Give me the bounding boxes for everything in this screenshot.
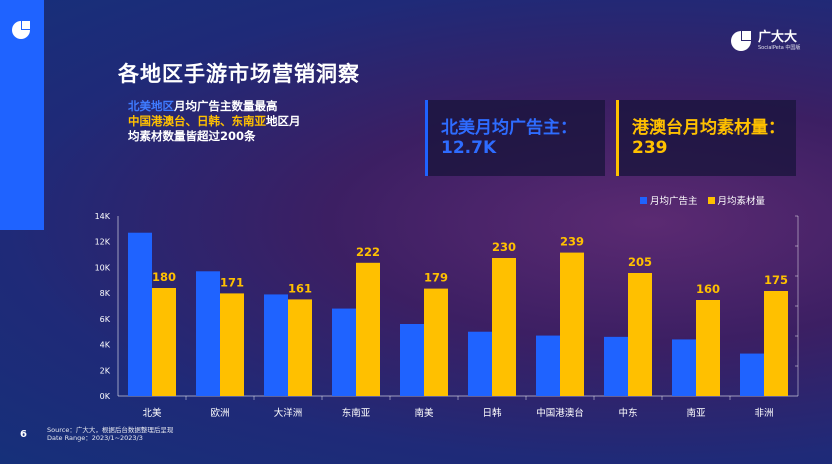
brand-logo: 广大大 SocialPeta 中国版 xyxy=(730,30,800,52)
bar-creatives xyxy=(492,258,516,396)
bar-creatives xyxy=(628,273,652,396)
intro-highlight: 北美地区 xyxy=(128,99,174,113)
y-tick-label: 12K xyxy=(95,238,111,247)
page-number: 6 xyxy=(20,429,27,440)
stat-card-creatives: 港澳台月均素材量： 239 xyxy=(616,100,796,176)
data-label-creatives: 180 xyxy=(152,270,176,284)
bar-advertisers xyxy=(468,331,492,396)
bar-advertisers xyxy=(264,294,288,396)
x-category-label: 日韩 xyxy=(482,407,502,419)
intro-text-part: 均素材数量皆超过200条 xyxy=(128,129,256,143)
bar-creatives xyxy=(152,288,176,396)
data-label-creatives: 160 xyxy=(696,282,720,296)
data-label-creatives: 205 xyxy=(628,255,652,269)
bar-advertisers xyxy=(604,336,628,396)
bar-creatives xyxy=(764,291,788,396)
stat-value: 239 xyxy=(632,138,668,158)
bar-advertisers xyxy=(536,335,560,396)
side-accent-bar xyxy=(0,0,44,230)
intro-text-part: 月均广告主数量最高 xyxy=(174,99,278,113)
bar-creatives xyxy=(220,293,244,396)
x-category-label: 中国港澳台 xyxy=(536,407,584,419)
legend-label: 月均广告主 xyxy=(650,196,698,207)
data-label-creatives: 161 xyxy=(288,281,312,295)
data-label-creatives: 230 xyxy=(492,240,516,254)
data-label-creatives: 222 xyxy=(356,245,380,259)
bar-advertisers xyxy=(400,324,424,396)
brand-logo-icon xyxy=(731,31,751,51)
brand-sub: SocialPeta 中国版 xyxy=(758,45,801,51)
bar-advertisers xyxy=(196,271,220,396)
data-label-creatives: 175 xyxy=(764,273,788,287)
brand-name: 广大大 xyxy=(758,30,798,45)
chart-legend: 月均广告主 月均素材量 xyxy=(640,193,765,207)
y-tick-label: 6K xyxy=(100,315,111,324)
bar-advertisers xyxy=(672,339,696,396)
y-tick-label: 2K xyxy=(100,366,111,375)
bar-creatives xyxy=(356,262,380,396)
legend-swatch xyxy=(707,196,715,204)
x-category-label: 欧洲 xyxy=(210,407,229,419)
x-category-label: 北美 xyxy=(142,407,162,419)
stat-label: 港澳台月均素材量： xyxy=(632,118,785,138)
data-label-creatives: 171 xyxy=(220,275,244,289)
bar-creatives xyxy=(424,288,448,396)
brand-logo-icon xyxy=(12,21,30,39)
bar-advertisers xyxy=(740,353,764,396)
date-range-line: Date Range：2023/1~2023/3 xyxy=(47,434,143,442)
x-category-label: 南亚 xyxy=(686,407,706,419)
bar-creatives xyxy=(560,252,584,396)
intro-highlight: 中国港澳台、日韩、东南亚 xyxy=(128,114,266,128)
x-category-label: 中东 xyxy=(618,407,637,419)
intro-text-part: 地区月 xyxy=(266,114,301,128)
source-line: Source：广大大，根据后台数据整理后呈现 xyxy=(47,426,174,434)
y-tick-label: 14K xyxy=(95,212,111,221)
page-title: 各地区手游市场营销洞察 xyxy=(118,62,360,86)
x-category-label: 非洲 xyxy=(754,407,773,419)
x-category-label: 大洋洲 xyxy=(274,407,303,419)
bar-creatives xyxy=(288,299,312,396)
data-label-creatives: 179 xyxy=(424,271,448,285)
bar-advertisers xyxy=(128,232,152,396)
legend-swatch xyxy=(640,196,647,204)
y-tick-label: 4K xyxy=(100,341,111,350)
legend-label: 月均素材量 xyxy=(717,196,766,207)
legend-item: 月均广告主 xyxy=(640,193,698,207)
intro-text: 北美地区月均广告主数量最高 中国港澳台、日韩、东南亚地区月 均素材数量皆超过20… xyxy=(128,99,388,144)
x-category-label: 东南亚 xyxy=(342,407,371,419)
bar-advertisers xyxy=(332,308,356,396)
data-label-creatives: 239 xyxy=(560,235,584,249)
x-category-label: 南美 xyxy=(414,407,434,419)
stat-card-advertisers: 北美月均广告主： 12.7K xyxy=(425,100,605,176)
stat-label: 北美月均广告主： xyxy=(441,118,577,138)
legend-item: 月均素材量 xyxy=(707,193,766,207)
y-tick-label: 8K xyxy=(100,289,111,298)
y-tick-label: 0K xyxy=(100,392,111,401)
source-note: Source：广大大，根据后台数据整理后呈现 Date Range：2023/1… xyxy=(47,426,173,442)
y-tick-label: 10K xyxy=(95,263,111,272)
stat-value: 12.7K xyxy=(441,138,497,158)
bar-creatives xyxy=(696,300,720,396)
